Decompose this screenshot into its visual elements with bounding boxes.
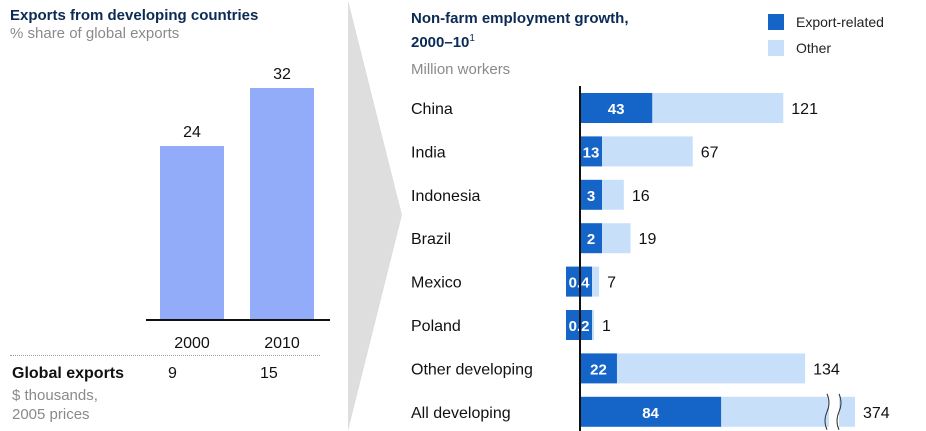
bar-2010	[250, 88, 314, 320]
bar-other-China	[652, 93, 784, 123]
x-tick-label: 2010	[264, 335, 300, 352]
axis-break-mark	[836, 393, 842, 431]
legend-swatch-other	[768, 40, 784, 56]
bar-other-India	[602, 136, 693, 167]
bar-other-Brazil	[602, 223, 631, 254]
bar-total-label: 1	[602, 318, 611, 335]
category-label: Brazil	[411, 231, 451, 248]
bar-total-label: 374	[863, 405, 890, 422]
chevron-arrow-icon	[348, 0, 402, 431]
bar-value-label: 84	[642, 405, 659, 422]
right-chart-title-line2: 2000–101	[411, 30, 475, 52]
footnote-marker: 1	[469, 33, 475, 44]
left-bar-chart: 24 2000 32 2010	[146, 66, 330, 352]
right-chart-title-years: 2000–10	[411, 34, 470, 51]
category-label: Mexico	[411, 275, 462, 292]
bar-2000	[160, 146, 224, 320]
left-chart-subtitle: % share of global exports	[10, 25, 180, 42]
footer-divider	[10, 355, 320, 356]
bar-export-related-China	[580, 93, 653, 123]
axis-break-gap	[829, 394, 839, 429]
category-label: Poland	[411, 318, 461, 335]
bar-total-label: 16	[632, 188, 650, 205]
category-label: Other developing	[411, 361, 533, 378]
bar-total-label: 134	[813, 361, 840, 378]
category-label: China	[411, 101, 453, 118]
global-exports-note-line2: 2005 prices	[12, 406, 90, 423]
bar-value-label: 24	[183, 124, 201, 141]
bar-other-Other developing	[616, 353, 806, 384]
bar-export-related-Other developing	[580, 353, 617, 384]
bar-total-label: 121	[791, 101, 818, 118]
legend-swatch-export-related	[768, 14, 784, 30]
axis-break-mark	[824, 393, 830, 431]
right-chart-subtitle: Million workers	[411, 61, 511, 78]
legend-label-other: Other	[796, 40, 832, 56]
global-exports-label: Global exports	[12, 365, 125, 382]
x-tick-label: 2000	[174, 335, 210, 352]
global-exports-note-line1: $ thousands,	[12, 387, 98, 404]
bar-value-label: 13	[583, 144, 600, 161]
bar-total-label: 7	[607, 275, 616, 292]
bar-value-label: 2	[587, 231, 595, 248]
bar-export-related-India	[580, 136, 602, 167]
bar-value-label: 3	[587, 188, 595, 205]
left-chart-title: Exports from developing countries	[10, 7, 259, 24]
bar-value-label: 32	[273, 66, 291, 83]
global-exports-2000: 9	[168, 365, 177, 382]
bar-value-label: 43	[608, 101, 625, 118]
category-label: All developing	[411, 405, 511, 422]
bar-other-Indonesia	[602, 179, 624, 210]
global-exports-2010: 15	[260, 365, 278, 382]
bar-total-label: 67	[701, 144, 719, 161]
bar-export-related-Brazil	[580, 223, 602, 254]
bar-export-related-All developing	[580, 396, 722, 427]
bar-value-label: 22	[590, 361, 607, 378]
right-chart-title-line1: Non-farm employment growth,	[411, 10, 629, 27]
legend-label-export-related: Export-related	[796, 14, 884, 30]
category-label: India	[411, 144, 446, 161]
bar-export-related-Indonesia	[580, 179, 602, 210]
category-label: Indonesia	[411, 188, 480, 205]
bar-total-label: 19	[639, 231, 657, 248]
